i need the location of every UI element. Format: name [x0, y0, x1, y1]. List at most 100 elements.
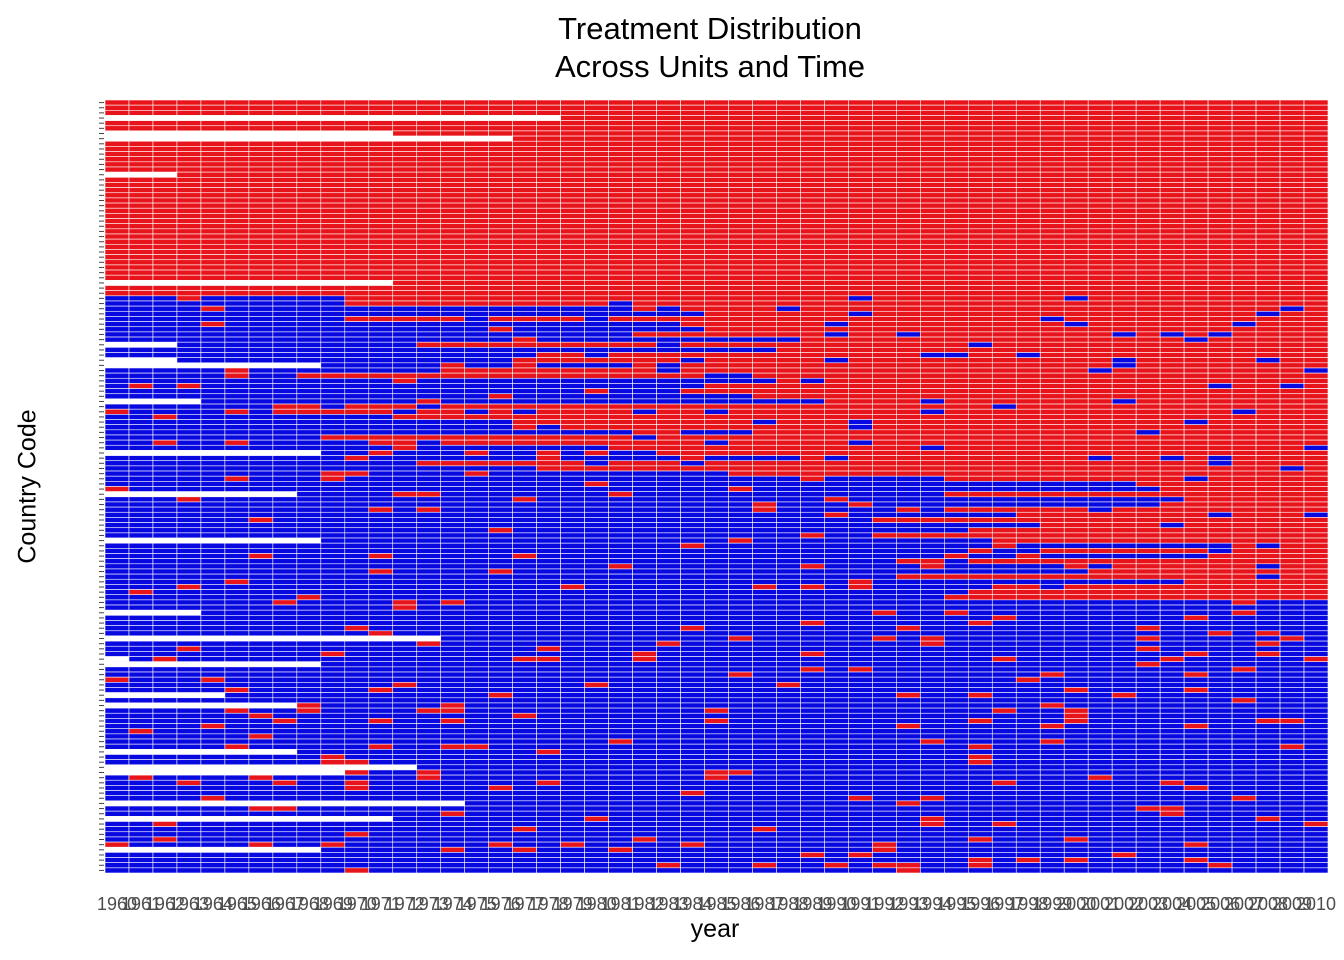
heatmap-cell [1183, 419, 1209, 425]
heatmap-cell [920, 486, 945, 492]
heatmap-cell [1207, 197, 1233, 204]
heatmap-cell [1255, 450, 1281, 456]
heatmap-cell [800, 599, 825, 606]
heatmap-cell [872, 553, 897, 559]
heatmap-cell [896, 197, 921, 204]
heatmap-cell [392, 228, 418, 235]
heatmap-cell [1063, 177, 1089, 183]
heatmap-cell [152, 542, 178, 549]
heatmap-cell [824, 233, 849, 240]
heatmap-cell [1183, 548, 1209, 554]
heatmap-cell [920, 321, 945, 328]
heatmap-cell [800, 460, 825, 467]
heatmap-cell [848, 305, 873, 312]
heatmap-cell [368, 522, 394, 529]
heatmap-cell [608, 532, 633, 539]
heatmap-cell [1183, 414, 1209, 420]
heatmap-cell [776, 429, 801, 436]
heatmap-cell [824, 563, 849, 570]
heatmap-cell [104, 213, 130, 219]
heatmap-cell [1087, 228, 1113, 235]
heatmap-cell [944, 331, 969, 338]
heatmap-cell [176, 233, 202, 240]
heatmap-cell [848, 310, 873, 317]
heatmap-cell [200, 532, 226, 539]
heatmap-cell [728, 285, 753, 291]
heatmap-cell [368, 187, 394, 194]
heatmap-cell [416, 207, 442, 214]
heatmap-cell [824, 517, 849, 523]
heatmap-cell [224, 388, 250, 395]
heatmap-cell [584, 177, 609, 183]
heatmap-cell [392, 177, 418, 183]
heatmap-cell [1087, 104, 1113, 111]
heatmap-cell [1231, 444, 1257, 451]
heatmap-cell [991, 238, 1017, 245]
heatmap-cell [752, 501, 777, 508]
heatmap-cell [1063, 393, 1089, 400]
heatmap-cell [1183, 506, 1209, 513]
heatmap-cell [512, 444, 537, 451]
heatmap-cell [1183, 481, 1209, 487]
heatmap-cell [1039, 264, 1065, 271]
heatmap-cell [824, 347, 849, 353]
heatmap-cell [560, 537, 585, 544]
heatmap-cell [296, 419, 322, 425]
heatmap-cell [608, 290, 633, 297]
heatmap-cell [680, 115, 705, 121]
heatmap-cell [656, 264, 681, 271]
heatmap-cell [1279, 295, 1305, 302]
heatmap-cell [248, 171, 274, 178]
heatmap-cell [704, 398, 729, 405]
heatmap-cell [224, 419, 250, 425]
heatmap-cell [1111, 300, 1137, 307]
heatmap-cell [1039, 135, 1065, 142]
heatmap-cell [848, 151, 873, 157]
heatmap-cell [512, 573, 537, 580]
heatmap-cell [967, 537, 993, 544]
heatmap-cell [1135, 352, 1161, 358]
heatmap-cell [344, 316, 370, 322]
heatmap-cell [368, 177, 394, 183]
heatmap-cell [896, 130, 921, 137]
heatmap-cell [991, 563, 1017, 570]
heatmap-cell [991, 166, 1017, 173]
heatmap-cell [368, 321, 394, 328]
heatmap-cell [1111, 218, 1137, 224]
heatmap-cell [872, 290, 897, 297]
heatmap-cell [512, 264, 537, 271]
heatmap-cell [1231, 553, 1257, 559]
heatmap-cell [608, 496, 633, 503]
heatmap-cell [776, 321, 801, 328]
heatmap-cell [1015, 104, 1041, 111]
heatmap-cell [248, 434, 274, 441]
heatmap-cell [967, 481, 993, 487]
heatmap-cell [1207, 156, 1233, 163]
heatmap-cell [1087, 444, 1113, 451]
heatmap-cell [1159, 594, 1185, 601]
heatmap-cell [656, 439, 681, 446]
heatmap-cell [440, 506, 466, 513]
heatmap-cell [656, 202, 681, 209]
heatmap-cell [416, 455, 442, 462]
heatmap-cell [320, 130, 346, 137]
heatmap-cell [512, 506, 537, 513]
heatmap-cell [1279, 259, 1305, 266]
heatmap-cell [704, 501, 729, 508]
heatmap-cell [1039, 347, 1065, 353]
heatmap-cell [991, 182, 1017, 188]
heatmap-cell [248, 414, 274, 420]
heatmap-cell [176, 140, 202, 147]
heatmap-cell [1183, 305, 1209, 312]
heatmap-cell [632, 202, 657, 209]
heatmap-cell [944, 197, 969, 204]
heatmap-cell [752, 393, 777, 400]
heatmap-cell [776, 450, 801, 456]
heatmap-cell [656, 125, 681, 132]
heatmap-cell [967, 171, 993, 178]
heatmap-cell [752, 171, 777, 178]
heatmap-cell [944, 542, 969, 549]
heatmap-cell [392, 362, 418, 369]
heatmap-cell [920, 522, 945, 529]
heatmap-cell [1255, 414, 1281, 420]
